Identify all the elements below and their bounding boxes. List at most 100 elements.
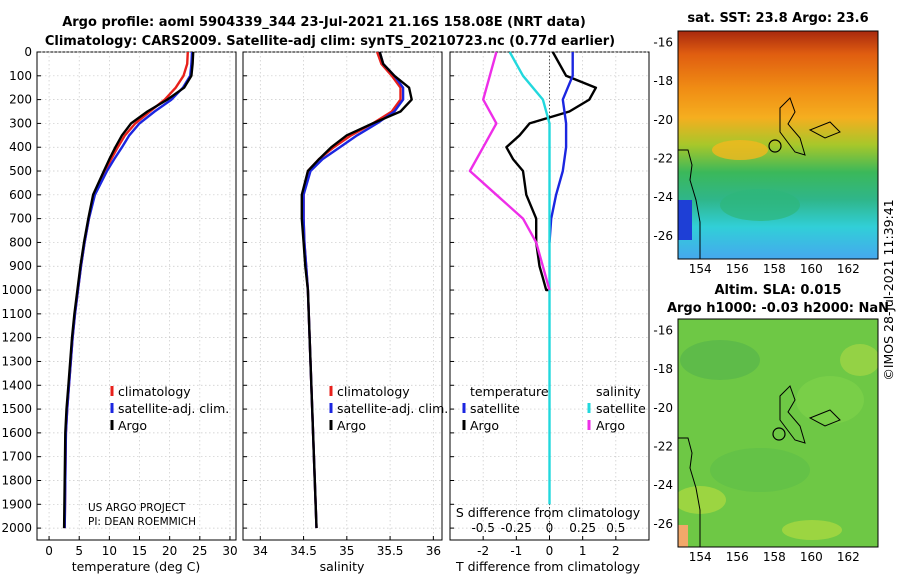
axis-ticks: 0100200300400500600700800900100011001200… [1, 36, 859, 564]
x-tick-label: 5 [75, 544, 83, 558]
grid-lines [37, 51, 649, 540]
y-tick-label: 200 [9, 93, 32, 107]
coastline-new-caledonia [779, 97, 806, 156]
figure-title-line1: Argo profile: aoml 5904339_344 23-Jul-20… [62, 15, 586, 30]
legend-label-t-satellite: satellite [470, 401, 520, 416]
x-tick-label: -1 [510, 544, 522, 558]
coastline-new-caledonia [779, 385, 806, 444]
y-tick-label: 700 [9, 212, 32, 226]
map-x-tick-label: 154 [689, 550, 712, 564]
y-tick-label: 300 [9, 116, 32, 130]
sla-patch [840, 344, 878, 376]
sla-patch [680, 340, 760, 380]
s-difference-axis-label: S difference from climatology [456, 505, 641, 520]
series-line-argo [300, 51, 413, 529]
salinity-axis-label: salinity [320, 559, 365, 574]
x-tick-label: 25 [192, 544, 207, 558]
map-x-tick-label: 158 [763, 550, 786, 564]
sla-patch [710, 448, 810, 492]
x-tick-label: 1 [579, 544, 587, 558]
y-tick-label: 0 [24, 45, 32, 59]
x-tick-label: 2 [612, 544, 620, 558]
x2-tick-label: 0.5 [606, 521, 625, 535]
coastline-australia [678, 437, 701, 547]
sla-land-patch [678, 525, 688, 547]
x-tick-label: 36 [426, 544, 441, 558]
map-y-tick-label: -26 [653, 229, 673, 243]
x-tick-label: 34.5 [290, 544, 317, 558]
map-x-tick-label: 160 [800, 262, 823, 276]
y-tick-label: 1300 [1, 354, 32, 368]
coastline-reef [808, 409, 841, 427]
map-x-tick-label: 154 [689, 262, 712, 276]
x2-tick-label: 0 [546, 521, 554, 535]
y-tick-label: 1800 [1, 473, 32, 487]
y-tick-label: 500 [9, 164, 32, 178]
x-tick-label: 35.5 [377, 544, 404, 558]
x-tick-label: 0 [45, 544, 53, 558]
map-y-tick-label: -26 [653, 517, 673, 531]
y-tick-label: 1700 [1, 450, 32, 464]
y-tick-label: 400 [9, 140, 32, 154]
map-y-tick-label: -18 [653, 74, 673, 88]
salinity-legend: climatology satellite-adj. clim. Argo [329, 384, 448, 433]
series-line-satellite-adj-clim- [63, 51, 194, 529]
difference-legend: temperature satellite Argo salinity sate… [462, 384, 646, 433]
t-difference-axis-label: T difference from climatology [455, 559, 641, 574]
map-y-tick-label: -22 [653, 152, 673, 166]
temperature-legend: climatology satellite-adj. clim. Argo [110, 384, 229, 433]
coastline-australia [678, 149, 701, 259]
map-y-tick-label: -20 [653, 401, 673, 415]
legend-label-argo: Argo [118, 418, 147, 433]
y-tick-label: 2000 [1, 521, 32, 535]
sla-map-frame [677, 318, 879, 548]
map-y-tick-label: -24 [653, 478, 673, 492]
y-tick-label: 100 [9, 69, 32, 83]
series-line-temperature-satellite [548, 52, 574, 243]
series-line-salinity-satellite [508, 51, 551, 505]
series-line-salinity-argo [468, 51, 551, 291]
map-y-tick-label: -22 [653, 440, 673, 454]
imos-footer: ©IMOS 28-Jul-2021 11:39:41 [881, 199, 896, 380]
profile-lines [62, 51, 598, 529]
sla-map [678, 319, 878, 547]
legend-label-t-argo: Argo [470, 418, 499, 433]
temperature-panel [36, 51, 237, 541]
x-tick-label: 0 [546, 544, 554, 558]
legend-label-s-satellite: satellite [596, 401, 646, 416]
x-tick-label: -2 [477, 544, 489, 558]
coastline-reef [808, 121, 841, 139]
pi-note: PI: DEAN ROEMMICH [88, 516, 196, 528]
sst-map [678, 31, 878, 259]
map-x-tick-label: 158 [763, 262, 786, 276]
salinity-panel [242, 51, 443, 541]
figure-title-line2: Climatology: CARS2009. Satellite-adj cli… [45, 34, 615, 49]
map-y-tick-label: -24 [653, 190, 673, 204]
y-tick-label: 900 [9, 259, 32, 273]
legend-label-argo: Argo [337, 418, 366, 433]
sst-warm-patch [712, 140, 768, 160]
legend-title-salinity: salinity [596, 384, 641, 399]
map-x-tick-label: 160 [800, 550, 823, 564]
sst-blue-patch [678, 200, 692, 240]
sla-map-title: Altim. SLA: 0.015 [715, 283, 842, 298]
project-note: US ARGO PROJECT [88, 502, 186, 514]
sla-argo-marker [772, 427, 786, 441]
y-tick-label: 1100 [1, 307, 32, 321]
y-tick-label: 800 [9, 235, 32, 249]
legend-label-satellite: satellite-adj. clim. [118, 401, 229, 416]
map-y-tick-label: -20 [653, 113, 673, 127]
sla-patch [782, 520, 842, 540]
series-line-argo [62, 51, 195, 529]
map-x-tick-label: 162 [837, 550, 860, 564]
map-y-tick-label: -18 [653, 362, 673, 376]
sst-map-frame [677, 30, 879, 260]
x2-tick-label: -0.25 [501, 521, 532, 535]
map-x-tick-label: 162 [837, 262, 860, 276]
legend-title-temperature: temperature [470, 384, 549, 399]
x-tick-label: 10 [102, 544, 117, 558]
y-tick-label: 1500 [1, 402, 32, 416]
legend-label-s-argo: Argo [596, 418, 625, 433]
x-tick-label: 35 [339, 544, 354, 558]
